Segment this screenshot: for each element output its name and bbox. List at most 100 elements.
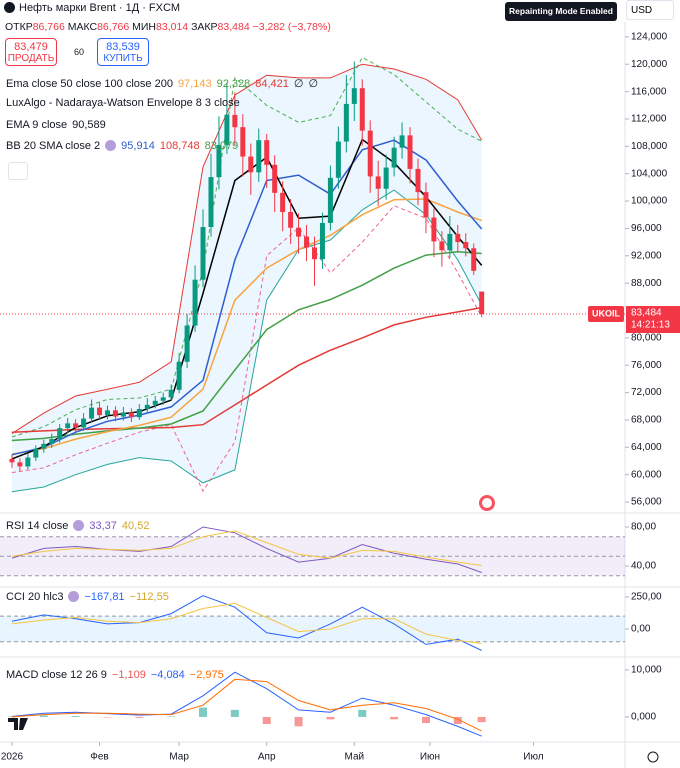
series-line xyxy=(11,250,482,442)
event-icon-inner xyxy=(482,498,492,508)
y-tick-label: 40,00 xyxy=(631,561,656,572)
spread: 60 xyxy=(74,47,85,57)
y-tick-label: 56,000 xyxy=(631,497,662,508)
legend-value: 97,143 xyxy=(177,78,212,90)
legend-value: 40,52 xyxy=(121,520,150,532)
candle-body xyxy=(97,407,103,416)
legend-icon[interactable] xyxy=(73,520,85,531)
y-tick-label: 80,000 xyxy=(631,332,662,343)
legend-value: 95,914 xyxy=(121,140,155,152)
legend-icon[interactable] xyxy=(105,140,117,151)
y-tick-label: 108,000 xyxy=(631,141,668,152)
ohlc-row: ОТКР86,766 МАКС86,766 МИН83,014 ЗАКР83,4… xyxy=(5,20,331,34)
histogram-bar xyxy=(326,716,335,720)
candle-body xyxy=(136,408,142,418)
candle-body xyxy=(415,168,421,193)
candle-body xyxy=(399,135,405,148)
candle-body xyxy=(65,423,71,429)
x-tick-label: Июл xyxy=(523,752,543,763)
legend-value: 84,421 xyxy=(255,78,289,90)
histogram-bar xyxy=(135,716,144,718)
currency-select[interactable]: USD xyxy=(626,0,674,20)
change: −3,282 (−3,78%) xyxy=(252,21,331,33)
candle-body xyxy=(184,325,190,362)
candle-body xyxy=(9,458,15,463)
y-tick-label: 10,000 xyxy=(631,665,662,676)
candle-body xyxy=(304,236,310,248)
histogram-bar xyxy=(358,709,367,717)
candle-body xyxy=(359,88,365,131)
candle-body xyxy=(367,130,373,177)
ohlc-label: ЗАКР xyxy=(191,21,218,33)
legend-value: 83,079 xyxy=(204,140,239,152)
legend-icon[interactable] xyxy=(68,591,80,602)
y-tick-label: 64,000 xyxy=(631,442,662,453)
y-tick-label: 124,000 xyxy=(631,32,668,43)
candle-body xyxy=(240,127,246,157)
histogram-bar xyxy=(199,707,208,717)
legend-envelope: LuxAlgo - Nadaraya-Watson Envelope 8 3 c… xyxy=(6,97,240,109)
buy-price: 83,539 xyxy=(106,41,140,53)
series-line xyxy=(11,678,482,732)
legend-label: EMA 9 close xyxy=(6,119,68,131)
x-tick-label: 2026 xyxy=(1,752,24,763)
sell-button[interactable]: 83,479 ПРОДАТЬ xyxy=(5,38,57,66)
ohlc-value: 83,014 xyxy=(156,21,189,33)
x-tick-label: Май xyxy=(345,752,365,763)
legend-label: LuxAlgo - Nadaraya-Watson Envelope 8 3 c… xyxy=(6,97,240,109)
candle-body xyxy=(57,428,63,440)
y-tick-label: 100,000 xyxy=(631,196,668,207)
settings-icon[interactable] xyxy=(647,751,659,763)
series-line xyxy=(11,602,482,644)
y-tick-label: 0,00 xyxy=(631,624,651,635)
ohlc-value: 86,766 xyxy=(97,21,130,33)
candle-body xyxy=(351,88,357,104)
candle-body xyxy=(168,389,174,398)
candle-body xyxy=(288,211,294,228)
candle-body xyxy=(104,410,110,416)
collapse-button[interactable] xyxy=(8,162,28,180)
candle-body xyxy=(343,103,349,142)
candle-body xyxy=(335,141,341,178)
candle-body xyxy=(264,140,270,165)
candle-body xyxy=(208,177,214,228)
candle-body xyxy=(120,412,126,417)
legend-value: −2,975 xyxy=(189,669,224,681)
legend-bb: BB 20 SMA close 2 95,914 108,748 83,079 xyxy=(6,140,238,152)
candle-body xyxy=(41,443,47,449)
legend-value: −1,109 xyxy=(111,669,146,681)
countdown: 14:21:13 xyxy=(631,320,670,331)
y-tick-label: 92,000 xyxy=(631,250,662,261)
legend-rsi: RSI 14 close 33,37 40,52 xyxy=(6,520,149,532)
x-tick-label: Мар xyxy=(169,752,189,763)
legend-value: 92,328 xyxy=(216,78,251,90)
histogram-bar xyxy=(421,716,430,724)
y-tick-label: 68,000 xyxy=(631,415,662,426)
y-tick-label: 88,000 xyxy=(631,278,662,289)
histogram-bar xyxy=(390,716,399,720)
legend-macd: MACD close 12 26 9 −1,109 −4,084 −2,975 xyxy=(6,669,224,681)
buy-button[interactable]: 83,539 КУПИТЬ xyxy=(97,38,149,66)
x-tick-label: Апр xyxy=(258,752,276,763)
legend-value: ∅ xyxy=(308,78,319,90)
candle-body xyxy=(192,279,198,326)
legend-value: 90,589 xyxy=(72,119,106,131)
candle-body xyxy=(383,167,389,189)
series-line xyxy=(11,526,482,573)
histogram-bar xyxy=(477,716,486,723)
candle-body xyxy=(144,404,150,409)
y-tick-label: 120,000 xyxy=(631,59,668,70)
legend-value: −4,084 xyxy=(150,669,185,681)
candle-body xyxy=(216,144,222,178)
y-tick-label: 250,00 xyxy=(631,592,662,603)
legend-label: CCI 20 hlc3 xyxy=(6,591,64,603)
legend-label: BB 20 SMA close 2 xyxy=(6,140,101,152)
sell-price: 83,479 xyxy=(14,41,48,53)
buy-label: КУПИТЬ xyxy=(103,53,143,64)
candle-body xyxy=(112,410,118,417)
candle-body xyxy=(439,241,445,251)
symbol-icon xyxy=(4,2,15,13)
candle-body xyxy=(256,140,262,173)
candle-body xyxy=(49,439,55,444)
